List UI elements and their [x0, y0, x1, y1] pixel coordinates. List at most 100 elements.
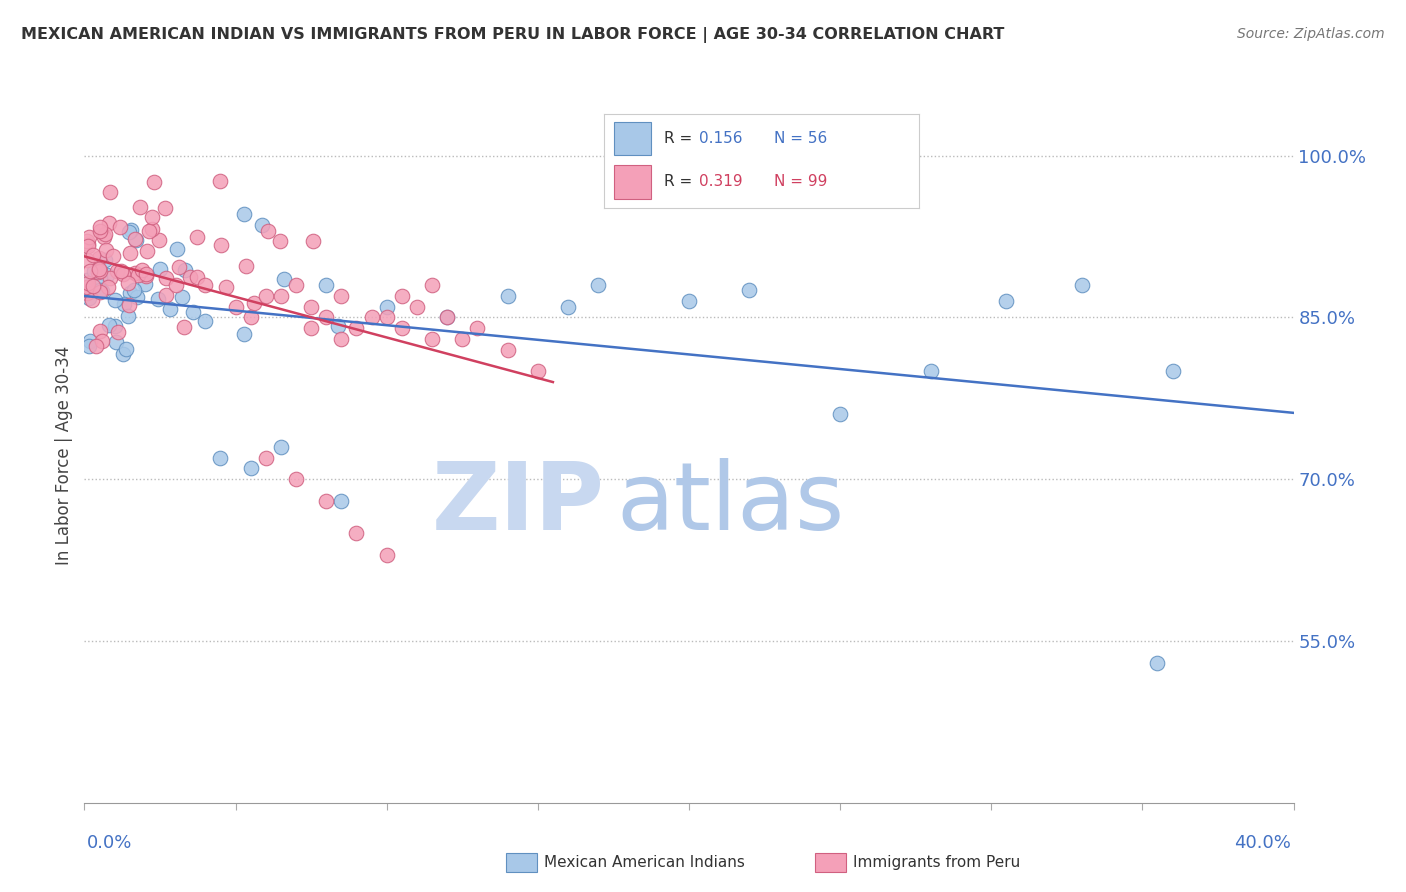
Point — [94, 252, 117, 267]
Point — [134, 277, 156, 291]
Point — [77, 280, 100, 294]
Point — [118, 225, 141, 239]
Point — [117, 298, 139, 312]
Point — [115, 342, 138, 356]
Point — [155, 288, 177, 302]
Text: Mexican American Indians: Mexican American Indians — [544, 855, 745, 870]
Point — [186, 230, 208, 244]
Point — [167, 260, 190, 274]
Point — [83, 264, 105, 278]
Point — [496, 343, 519, 357]
Point — [270, 289, 292, 303]
Point — [375, 310, 398, 325]
Point — [235, 259, 257, 273]
Point — [89, 264, 111, 278]
Point — [678, 294, 700, 309]
Point — [315, 493, 337, 508]
Point — [127, 268, 149, 282]
Point — [82, 293, 104, 308]
Point — [194, 278, 217, 293]
Point — [93, 229, 115, 244]
Point — [135, 269, 157, 284]
Point — [315, 278, 337, 293]
Point — [89, 324, 111, 338]
Point — [98, 318, 121, 333]
Point — [995, 294, 1018, 309]
Point — [328, 319, 350, 334]
Point — [186, 269, 208, 284]
Point — [436, 310, 458, 325]
Point — [76, 234, 98, 248]
Point — [273, 272, 295, 286]
Point — [496, 289, 519, 303]
Point — [179, 270, 201, 285]
Text: 0.0%: 0.0% — [87, 834, 132, 852]
Point — [375, 300, 398, 314]
Point — [330, 332, 353, 346]
Point — [136, 244, 159, 258]
Point — [215, 280, 238, 294]
Point — [96, 268, 118, 282]
Text: atlas: atlas — [616, 458, 845, 549]
Point — [104, 293, 127, 307]
Point — [89, 284, 111, 298]
Point — [97, 279, 120, 293]
Point — [79, 291, 101, 305]
Point — [76, 280, 98, 294]
Point — [284, 472, 308, 486]
Point — [165, 278, 187, 293]
Point — [391, 289, 413, 303]
Point — [194, 314, 217, 328]
Point — [127, 290, 149, 304]
Point — [738, 284, 761, 298]
Point — [82, 279, 104, 293]
Point — [588, 278, 610, 293]
Point — [120, 285, 142, 300]
Point — [107, 325, 129, 339]
Point — [467, 321, 489, 335]
Point — [391, 321, 413, 335]
Point — [111, 347, 134, 361]
Point — [526, 364, 548, 378]
Point — [420, 332, 443, 346]
Y-axis label: In Labor Force | Age 30-34: In Labor Force | Age 30-34 — [55, 345, 73, 565]
Point — [143, 175, 166, 189]
Point — [89, 262, 111, 277]
Point — [269, 234, 291, 248]
Point — [1146, 656, 1168, 670]
Point — [225, 300, 247, 314]
Point — [420, 278, 443, 293]
Point — [117, 309, 139, 323]
Point — [79, 334, 101, 348]
Point — [89, 219, 111, 234]
Point — [77, 239, 100, 253]
Point — [301, 234, 323, 248]
Point — [920, 364, 942, 378]
Point — [181, 304, 204, 318]
Point — [299, 300, 322, 314]
Point — [104, 318, 127, 333]
Point — [257, 224, 280, 238]
Point — [90, 285, 112, 299]
Point — [125, 233, 148, 247]
Point — [135, 267, 157, 281]
Point — [79, 264, 101, 278]
Point — [406, 300, 429, 314]
Point — [270, 440, 292, 454]
Point — [209, 238, 232, 252]
Point — [89, 285, 111, 300]
Point — [76, 283, 98, 297]
Point — [76, 253, 98, 268]
Point — [159, 301, 181, 316]
Point — [124, 232, 146, 246]
Point — [122, 283, 145, 297]
Point — [94, 227, 117, 241]
Text: Source: ZipAtlas.com: Source: ZipAtlas.com — [1237, 27, 1385, 41]
Point — [284, 278, 308, 293]
Point — [101, 249, 124, 263]
Point — [346, 526, 368, 541]
Point — [232, 326, 254, 341]
Point — [557, 300, 579, 314]
Point — [91, 334, 114, 348]
Point — [346, 321, 368, 335]
